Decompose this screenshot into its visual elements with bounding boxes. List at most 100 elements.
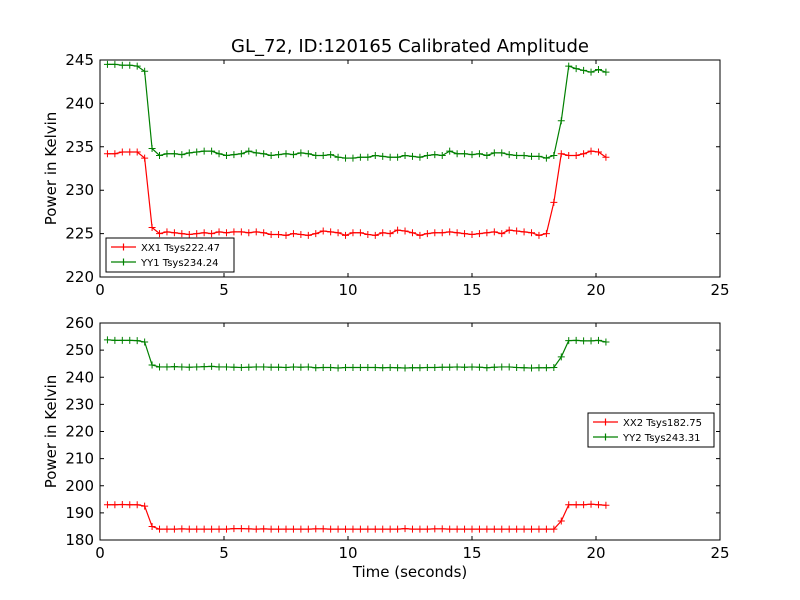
data-point <box>103 150 111 158</box>
data-point <box>297 525 305 533</box>
data-point <box>498 230 506 238</box>
data-point <box>163 150 171 158</box>
y-tick-label: 220 <box>65 268 94 286</box>
data-point <box>200 363 208 371</box>
data-point <box>141 338 149 346</box>
y-tick-label: 245 <box>65 51 94 69</box>
y-tick-label: 240 <box>65 368 94 386</box>
data-point <box>133 62 141 70</box>
data-point <box>379 229 387 237</box>
legend-swatch <box>593 418 618 426</box>
data-point <box>260 229 268 237</box>
data-point <box>542 525 550 533</box>
data-point <box>528 364 536 372</box>
y-tick-label: 240 <box>65 94 94 112</box>
data-point <box>483 525 491 533</box>
data-point <box>148 145 156 153</box>
data-point <box>475 150 483 158</box>
data-point <box>594 148 602 156</box>
y-tick-label: 180 <box>65 531 94 549</box>
data-point <box>133 337 141 345</box>
x-tick-label: 5 <box>219 281 229 299</box>
data-point <box>557 150 565 158</box>
data-point <box>461 363 469 371</box>
data-point <box>126 61 134 69</box>
data-point <box>289 525 297 533</box>
data-point <box>103 501 111 509</box>
data-point <box>408 229 416 237</box>
data-point <box>431 229 439 237</box>
data-point <box>170 525 178 533</box>
data-point <box>364 525 372 533</box>
data-point <box>572 336 580 344</box>
data-point <box>386 525 394 533</box>
series-1 <box>103 147 610 239</box>
legend-swatch <box>593 433 618 441</box>
data-point <box>200 229 208 237</box>
data-point <box>356 229 364 237</box>
data-point <box>587 337 595 345</box>
data-point <box>513 363 521 371</box>
data-point <box>230 363 238 371</box>
data-point <box>438 151 446 159</box>
data-point <box>267 151 275 159</box>
data-point <box>468 230 476 238</box>
data-point <box>170 229 178 237</box>
data-point <box>416 525 424 533</box>
data-point <box>312 230 320 238</box>
data-point <box>580 150 588 158</box>
data-point <box>423 151 431 159</box>
data-point <box>245 363 253 371</box>
data-point <box>297 363 305 371</box>
data-point <box>148 361 156 369</box>
data-point <box>178 363 186 371</box>
data-point <box>245 525 253 533</box>
data-point <box>237 363 245 371</box>
data-point <box>193 363 201 371</box>
data-point <box>200 525 208 533</box>
y-tick-label: 230 <box>65 181 94 199</box>
data-point <box>565 501 573 509</box>
data-point <box>342 154 350 162</box>
data-point <box>602 501 610 509</box>
data-point <box>118 148 126 156</box>
y-tick-label: 225 <box>65 225 94 243</box>
data-point <box>215 525 223 533</box>
data-point <box>394 525 402 533</box>
y-axis-label: Power in Kelvin <box>42 112 60 226</box>
legend: XX2 Tsys182.75 YY2 Tsys243.31 <box>587 412 715 448</box>
data-point <box>118 336 126 344</box>
data-point <box>572 501 580 509</box>
data-point <box>371 363 379 371</box>
data-point <box>282 363 290 371</box>
legend-box <box>587 412 715 448</box>
data-point <box>304 363 312 371</box>
y-tick-label: 210 <box>65 450 94 468</box>
data-point <box>468 363 476 371</box>
data-point <box>163 228 171 236</box>
data-point <box>572 65 580 73</box>
data-point <box>208 362 216 370</box>
data-point <box>505 525 513 533</box>
data-point <box>557 517 565 525</box>
data-point <box>453 363 461 371</box>
chart-title: GL_72, ID:120165 Calibrated Amplitude <box>231 36 589 57</box>
data-point <box>513 525 521 533</box>
data-point <box>178 525 186 533</box>
x-tick-label: 15 <box>462 281 481 299</box>
data-point <box>222 363 230 371</box>
data-point <box>408 525 416 533</box>
data-point <box>200 147 208 155</box>
data-point <box>222 525 230 533</box>
data-point <box>215 150 223 158</box>
data-point <box>208 525 216 533</box>
data-point <box>446 525 454 533</box>
data-point <box>483 364 491 372</box>
data-point <box>342 231 350 239</box>
legend-label: XX2 Tsys182.75 <box>623 418 702 429</box>
data-point <box>126 501 134 509</box>
data-point <box>275 151 283 159</box>
data-point <box>401 151 409 159</box>
data-point <box>156 525 164 533</box>
data-point <box>580 66 588 74</box>
